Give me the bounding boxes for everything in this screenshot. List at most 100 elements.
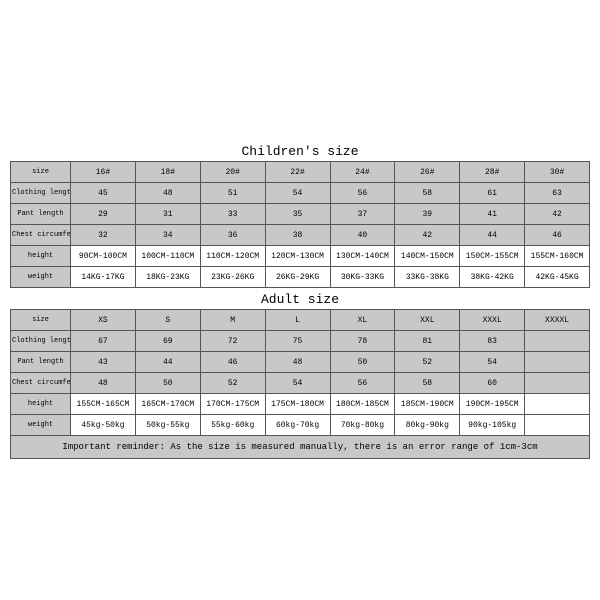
cell: 78 — [330, 331, 395, 352]
cell: 81 — [395, 331, 460, 352]
adult-header-row: size XS S M L XL XXL XXXL XXXXL — [11, 310, 590, 331]
cell — [525, 373, 590, 394]
adult-size-title: Adult size — [10, 288, 590, 309]
cell: 42 — [395, 225, 460, 246]
cell: 56 — [330, 373, 395, 394]
cell: 51 — [200, 183, 265, 204]
size-charts-area: Children's size size 16# 18# 20# 22# 24#… — [10, 140, 590, 459]
cell: 41 — [460, 204, 525, 225]
cell: 190CM-195CM — [460, 394, 525, 415]
cell: 90kg-105kg — [460, 415, 525, 436]
children-size-table: size 16# 18# 20# 22# 24# 26# 28# 30# Clo… — [10, 161, 590, 288]
children-col-2: 20# — [200, 162, 265, 183]
cell: 48 — [71, 373, 136, 394]
cell: 180CM-185CM — [330, 394, 395, 415]
cell — [525, 394, 590, 415]
children-col-0: 16# — [71, 162, 136, 183]
table-row: Pant length 29 31 33 35 37 39 41 42 — [11, 204, 590, 225]
children-header-row: size 16# 18# 20# 22# 24# 26# 28# 30# — [11, 162, 590, 183]
children-col-5: 26# — [395, 162, 460, 183]
cell: 42 — [525, 204, 590, 225]
table-row: height 155CM-165CM 165CM-170CM 170CM-175… — [11, 394, 590, 415]
table-row: height 90CM-100CM 100CM-110CM 110CM-120C… — [11, 246, 590, 267]
table-row: Chest circumference 1/2 48 50 52 54 56 5… — [11, 373, 590, 394]
cell: 43 — [71, 352, 136, 373]
cell: 60 — [460, 373, 525, 394]
cell: 38KG-42KG — [460, 267, 525, 288]
cell: 36 — [200, 225, 265, 246]
children-row1-label: Pant length — [11, 204, 71, 225]
cell: 55kg-60kg — [200, 415, 265, 436]
adult-col-4: XL — [330, 310, 395, 331]
cell: 44 — [460, 225, 525, 246]
cell: 170CM-175CM — [200, 394, 265, 415]
cell: 50 — [330, 352, 395, 373]
children-row2-label: Chest circumference 1/2 — [11, 225, 71, 246]
cell: 155CM-165CM — [71, 394, 136, 415]
adult-col-1: S — [135, 310, 200, 331]
children-row4-label: weight — [11, 267, 71, 288]
cell: 18KG-23KG — [135, 267, 200, 288]
cell: 39 — [395, 204, 460, 225]
cell: 14KG-17KG — [71, 267, 136, 288]
cell: 165CM-170CM — [135, 394, 200, 415]
cell: 130CM-140CM — [330, 246, 395, 267]
cell — [525, 331, 590, 352]
table-row: Clothing length 67 69 72 75 78 81 83 — [11, 331, 590, 352]
cell: 23KG-26KG — [200, 267, 265, 288]
children-col-1: 18# — [135, 162, 200, 183]
adult-col-0: XS — [71, 310, 136, 331]
adult-col-6: XXXL — [460, 310, 525, 331]
cell — [525, 415, 590, 436]
children-col-7: 30# — [525, 162, 590, 183]
cell: 45kg-50kg — [71, 415, 136, 436]
cell: 90CM-100CM — [71, 246, 136, 267]
cell: 46 — [525, 225, 590, 246]
cell: 50 — [135, 373, 200, 394]
cell: 58 — [395, 183, 460, 204]
table-row: weight 45kg-50kg 50kg-55kg 55kg-60kg 60k… — [11, 415, 590, 436]
cell: 70kg-80kg — [330, 415, 395, 436]
cell: 54 — [265, 373, 330, 394]
cell: 31 — [135, 204, 200, 225]
cell: 46 — [200, 352, 265, 373]
table-row: Clothing length 45 48 51 54 56 58 61 63 — [11, 183, 590, 204]
cell: 69 — [135, 331, 200, 352]
table-row: Chest circumference 1/2 32 34 36 38 40 4… — [11, 225, 590, 246]
adult-col-2: M — [200, 310, 265, 331]
children-row0-label: Clothing length — [11, 183, 71, 204]
cell: 75 — [265, 331, 330, 352]
cell: 60kg-70kg — [265, 415, 330, 436]
cell: 54 — [460, 352, 525, 373]
cell: 100CM-110CM — [135, 246, 200, 267]
adult-size-table: size XS S M L XL XXL XXXL XXXXL Clothing… — [10, 309, 590, 436]
adult-header-label: size — [11, 310, 71, 331]
page: Children's size size 16# 18# 20# 22# 24#… — [0, 0, 600, 600]
cell: 38 — [265, 225, 330, 246]
cell: 110CM-120CM — [200, 246, 265, 267]
cell: 67 — [71, 331, 136, 352]
adult-row1-label: Pant length — [11, 352, 71, 373]
cell: 44 — [135, 352, 200, 373]
cell: 30KG-33KG — [330, 267, 395, 288]
cell: 48 — [135, 183, 200, 204]
cell: 185CM-190CM — [395, 394, 460, 415]
cell: 61 — [460, 183, 525, 204]
adult-col-7: XXXXL — [525, 310, 590, 331]
cell: 56 — [330, 183, 395, 204]
children-col-3: 22# — [265, 162, 330, 183]
cell: 50kg-55kg — [135, 415, 200, 436]
cell: 120CM-130CM — [265, 246, 330, 267]
cell: 33 — [200, 204, 265, 225]
cell: 175CM-180CM — [265, 394, 330, 415]
adult-row0-label: Clothing length — [11, 331, 71, 352]
children-col-4: 24# — [330, 162, 395, 183]
cell: 54 — [265, 183, 330, 204]
cell — [525, 352, 590, 373]
cell: 140CM-150CM — [395, 246, 460, 267]
adult-row4-label: weight — [11, 415, 71, 436]
children-col-6: 28# — [460, 162, 525, 183]
cell: 45 — [71, 183, 136, 204]
cell: 32 — [71, 225, 136, 246]
children-header-label: size — [11, 162, 71, 183]
